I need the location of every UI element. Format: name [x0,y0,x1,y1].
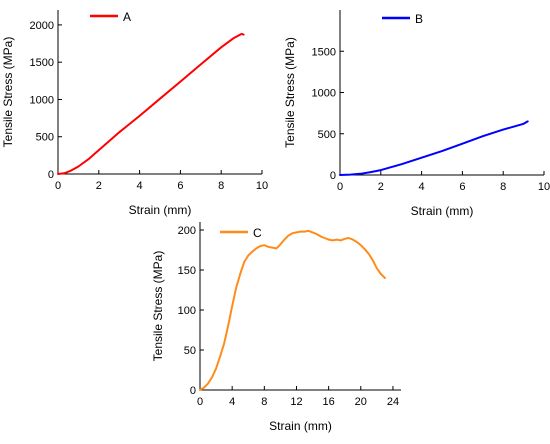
series-line-C [199,229,386,391]
x-tick-label: 0 [55,180,61,192]
y-tick-label: 1500 [312,46,336,58]
x-axis-label: Strain (mm) [269,419,332,433]
y-tick-label: 500 [318,129,336,141]
series-line-B [339,120,529,176]
x-tick-label: 2 [378,181,384,193]
legend-label-B: B [415,12,423,26]
y-tick-label: 50 [184,345,196,357]
y-tick-label: 100 [178,305,196,317]
x-axis-label: Strain (mm) [129,203,192,217]
x-tick-label: 10 [538,181,550,193]
y-tick-label: 2000 [30,20,54,32]
chart-A: 0 2 4 6 8 10 0 500 1000 1500 2000 Strain (mm) Tensil… [1,10,268,217]
x-tick-label: 20 [355,396,367,408]
x-tick-label: 8 [261,396,267,408]
series-line-A [57,32,245,175]
y-tick-label: 500 [36,132,54,144]
x-tick-label: 4 [419,181,425,193]
y-tick-label: 0 [330,170,336,182]
x-tick-label: 4 [229,396,235,408]
x-axis-label: Strain (mm) [411,204,474,218]
x-tick-label: 8 [218,180,224,192]
y-tick-label: 150 [178,265,196,277]
x-tick-label: 2 [96,180,102,192]
y-tick-label: 1000 [30,94,54,106]
y-axis-label: Tensile Stress (MPa) [283,37,297,148]
y-axis-label: Tensile Stress (MPa) [1,37,15,148]
x-tick-label: 16 [323,396,335,408]
x-tick-label: 12 [290,396,302,408]
legend-label-C: C [253,226,262,240]
x-tick-label: 6 [459,181,465,193]
x-tick-label: 0 [337,181,343,193]
chart-B: 0 2 4 6 8 10 0 500 1000 1500 Strain (mm) Tensile St… [283,10,550,218]
y-tick-label: 1000 [312,88,336,100]
y-tick-label: 200 [178,225,196,237]
x-tick-label: 8 [500,181,506,193]
legend-label-A: A [123,10,131,24]
x-tick-label: 10 [256,180,268,192]
y-tick-label: 1500 [30,57,54,69]
chart-C: 0 4 8 12 16 20 24 0 50 100 150 200 Strain (mm) Tensil… [151,222,401,433]
x-tick-label: 4 [137,180,143,192]
y-tick-label: 0 [48,169,54,181]
x-tick-label: 6 [177,180,183,192]
y-axis-label: Tensile Stress (MPa) [151,251,165,362]
y-tick-label: 0 [190,385,196,397]
x-tick-label: 0 [197,396,203,408]
x-tick-label: 24 [387,396,399,408]
